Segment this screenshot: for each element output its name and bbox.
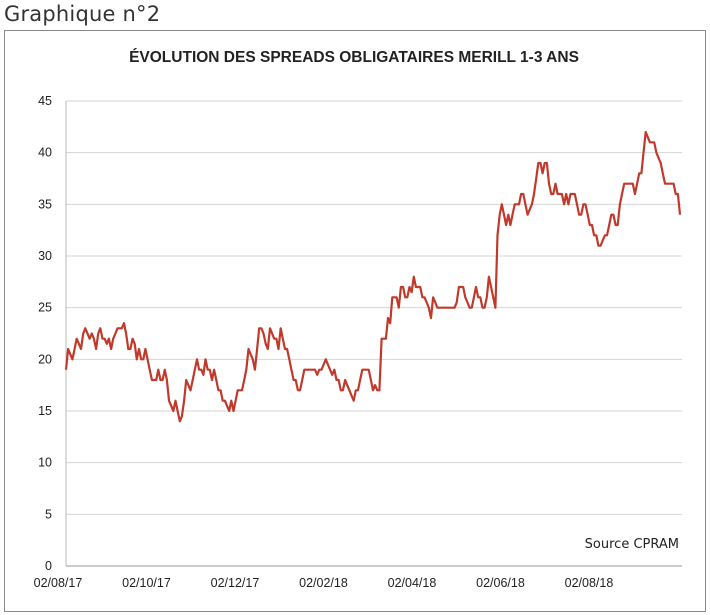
x-tick-label: 02/12/17 xyxy=(211,576,260,590)
y-tick-label: 5 xyxy=(45,507,52,521)
y-axis-ticks: 0 5 10 15 20 25 30 35 40 45 xyxy=(38,94,52,573)
x-tick-label: 02/08/17 xyxy=(34,576,83,590)
figure-caption: Graphique n°2 xyxy=(4,2,161,26)
source-note: Source CPRAM xyxy=(585,537,679,552)
y-tick-label: 0 xyxy=(45,559,52,573)
chart-title: ÉVOLUTION DES SPREADS OBLIGATAIRES MERIL… xyxy=(129,49,579,66)
y-tick-label: 25 xyxy=(38,301,52,315)
y-tick-label: 35 xyxy=(38,197,52,211)
x-tick-label: 02/08/18 xyxy=(565,576,614,590)
x-axis-ticks: 02/08/17 02/10/17 02/12/17 02/02/18 02/04/18… xyxy=(34,576,614,590)
y-tick-label: 20 xyxy=(38,352,52,366)
y-tick-label: 15 xyxy=(38,404,52,418)
x-tick-label: 02/10/17 xyxy=(122,576,171,590)
y-tick-label: 45 xyxy=(38,94,52,108)
series-line xyxy=(64,130,682,423)
x-tick-label: 02/06/18 xyxy=(476,576,525,590)
y-tick-label: 30 xyxy=(38,249,52,263)
gridlines xyxy=(66,100,682,515)
y-tick-label: 40 xyxy=(38,146,52,160)
chart-frame xyxy=(4,30,706,612)
x-tick-label: 02/02/18 xyxy=(299,576,348,590)
x-tick-label: 02/04/18 xyxy=(388,576,437,590)
y-tick-label: 10 xyxy=(38,456,52,470)
